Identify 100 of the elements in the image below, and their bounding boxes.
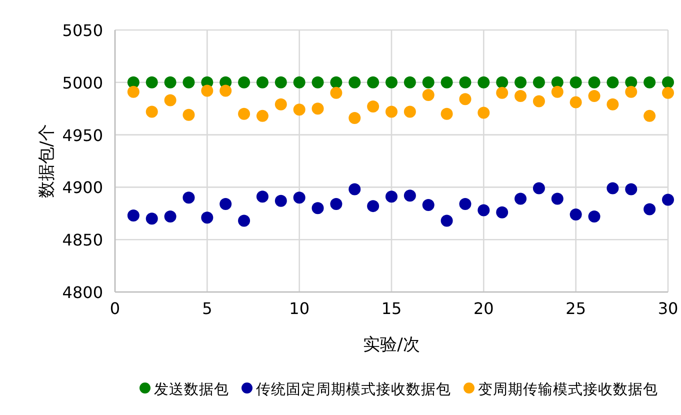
point <box>274 194 287 207</box>
point <box>146 212 158 225</box>
point <box>164 94 176 106</box>
point <box>570 208 582 220</box>
point <box>422 76 434 88</box>
point <box>478 106 490 119</box>
point <box>662 194 674 206</box>
point <box>293 192 306 204</box>
point <box>182 76 195 88</box>
point <box>404 190 416 202</box>
point <box>312 202 324 214</box>
point <box>127 209 140 222</box>
y-axis-title: 数据包/个 <box>37 124 57 198</box>
point <box>459 198 472 210</box>
x-tick-label: 15 <box>381 299 402 318</box>
point <box>644 76 656 88</box>
point <box>238 76 250 88</box>
point <box>625 86 638 98</box>
point <box>220 198 232 210</box>
point <box>293 76 306 88</box>
point <box>496 206 508 218</box>
point <box>146 106 158 118</box>
point <box>274 76 287 88</box>
point <box>201 84 214 97</box>
point <box>662 86 674 99</box>
point <box>348 76 361 88</box>
point <box>274 98 287 110</box>
point <box>570 96 582 108</box>
point <box>644 203 656 216</box>
point <box>164 210 176 223</box>
point <box>459 93 472 106</box>
y-tick-label: 4850 <box>62 230 103 250</box>
y-tick-label: 4800 <box>62 283 103 302</box>
point <box>220 84 232 97</box>
point <box>532 182 545 194</box>
legend-label: 传统固定周期模式接收数据包 <box>256 381 451 398</box>
y-tick-label: 5000 <box>62 73 103 92</box>
point <box>570 76 582 88</box>
y-tick-label: 5050 <box>62 21 103 40</box>
point <box>330 198 342 210</box>
point <box>588 90 600 102</box>
point <box>348 112 361 124</box>
point <box>496 76 508 88</box>
point <box>532 95 545 108</box>
point <box>514 90 527 102</box>
point <box>256 76 268 88</box>
point <box>404 106 416 118</box>
y-tick-label: 4950 <box>62 126 103 145</box>
point <box>256 110 268 122</box>
point <box>440 108 453 120</box>
point <box>644 110 656 122</box>
point <box>588 210 600 223</box>
point <box>348 183 361 196</box>
point <box>367 100 380 113</box>
legend-label: 变周期传输模式接收数据包 <box>478 381 658 398</box>
point <box>440 76 453 88</box>
point <box>330 76 342 88</box>
point <box>496 86 508 99</box>
point <box>606 182 619 194</box>
point <box>367 200 380 212</box>
point <box>606 98 619 110</box>
point <box>551 86 564 98</box>
point <box>312 102 324 115</box>
point <box>625 183 638 196</box>
point <box>201 212 214 224</box>
point <box>662 76 674 88</box>
point <box>478 76 490 88</box>
point <box>367 76 380 88</box>
point <box>164 76 176 88</box>
point <box>422 88 434 101</box>
point <box>256 190 268 203</box>
point <box>312 76 324 88</box>
point <box>238 108 250 120</box>
point <box>514 76 527 88</box>
point <box>182 108 195 121</box>
point <box>127 86 140 98</box>
x-tick-label: 5 <box>202 299 212 318</box>
point <box>386 190 398 203</box>
point <box>532 76 545 88</box>
point <box>440 214 453 227</box>
point <box>514 192 527 205</box>
point <box>238 214 250 227</box>
y-tick-label: 4900 <box>62 178 103 198</box>
x-tick-label: 0 <box>110 299 120 318</box>
point <box>293 104 306 116</box>
legend-label: 发送数据包 <box>154 381 229 398</box>
point <box>386 106 398 118</box>
point <box>146 76 158 88</box>
point <box>404 76 416 88</box>
x-axis-title: 实验/次 <box>363 335 420 355</box>
x-tick-label: 30 <box>658 299 678 318</box>
x-tick-label: 20 <box>473 299 494 318</box>
point <box>330 86 342 99</box>
point <box>459 76 472 88</box>
point <box>422 199 434 212</box>
point <box>588 76 600 88</box>
x-tick-label: 10 <box>289 299 310 318</box>
point <box>386 76 398 88</box>
point <box>606 76 619 88</box>
point <box>182 192 195 204</box>
